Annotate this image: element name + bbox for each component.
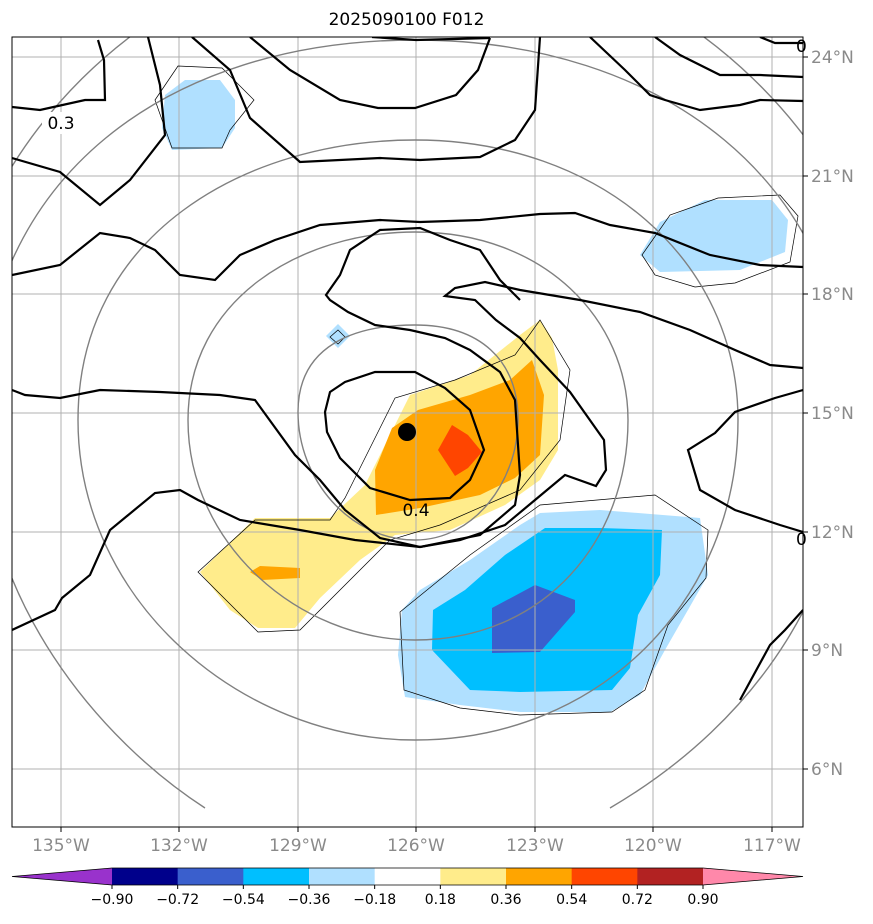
colorbar-tick-label: −0.54 [222,892,265,908]
lat-label: 24°N [811,48,854,68]
lon-label: 135°W [32,836,90,856]
lat-label: 9°N [811,641,843,661]
longitude-labels: 135°W 132°W 129°W 126°W 123°W 120°W 117°… [32,836,801,856]
positive-small-orange [250,566,300,580]
negative-nw-light [162,80,235,150]
lon-label: 129°W [269,836,327,856]
negative-se-dark [492,585,575,653]
colorbar-tick-label: 0.54 [556,892,587,908]
colorbar-segment [506,868,573,885]
colorbar: −0.90 −0.72 −0.54 −0.36 −0.18 0.18 0.36 0.54 0.7… [11,867,804,908]
contour-label-04: 0.4 [402,501,429,521]
colorbar-tick-label: −0.18 [353,892,396,908]
latitude-labels: 24°N 21°N 18°N 15°N 12°N 9°N 6°N [811,48,854,780]
lat-label: 18°N [811,285,854,305]
contour-label-03: 0.3 [47,114,74,134]
contour-label-bg [42,112,78,134]
positive-core-red [438,425,482,476]
contour-label-edge-mid: 0 [796,530,807,550]
colorbar-tick-label: −0.90 [91,892,134,908]
colorbar-segment [637,868,704,885]
lat-label: 21°N [811,167,854,187]
graticule [12,37,803,827]
colorbar-tick-label: 0.90 [687,892,718,908]
colorbar-segment [112,868,179,885]
lat-label: 6°N [811,760,843,780]
map-area: 0.3 0.4 [12,37,803,827]
lon-label: 117°W [743,836,801,856]
lon-label: 132°W [150,836,208,856]
lat-label: 12°N [811,523,854,543]
negative-e-light [640,200,788,272]
lon-label: 123°W [506,836,564,856]
colorbar-segment [177,868,244,885]
thick-contours [12,37,803,701]
colorbar-segment [571,868,638,885]
contour-label-edge-top: 0 [796,37,807,57]
colorbar-extend-low [12,868,112,885]
tick-marks [60,56,808,832]
colorbar-tick-label: −0.72 [156,892,199,908]
colorbar-segment [309,868,376,885]
map-frame [11,36,804,828]
colorbar-extend-high [703,868,803,885]
lon-label: 120°W [624,836,682,856]
colorbar-tick-label: 0.36 [490,892,521,908]
colorbar-segment [374,868,441,885]
storm-center-marker [398,423,416,441]
colorbar-segment [440,868,507,885]
negative-small-spot [326,324,350,348]
lon-label: 126°W [387,836,445,856]
thin-contours [154,65,799,716]
colorbar-tick-label: −0.36 [288,892,331,908]
map-title: 2025090100 F012 [328,10,485,30]
colorbar-tick-label: 0.18 [425,892,456,908]
colorbar-segment [243,868,310,885]
lat-label: 15°N [811,404,854,424]
colorbar-tick-label: 0.72 [622,892,653,908]
shaded-regions [162,80,788,712]
